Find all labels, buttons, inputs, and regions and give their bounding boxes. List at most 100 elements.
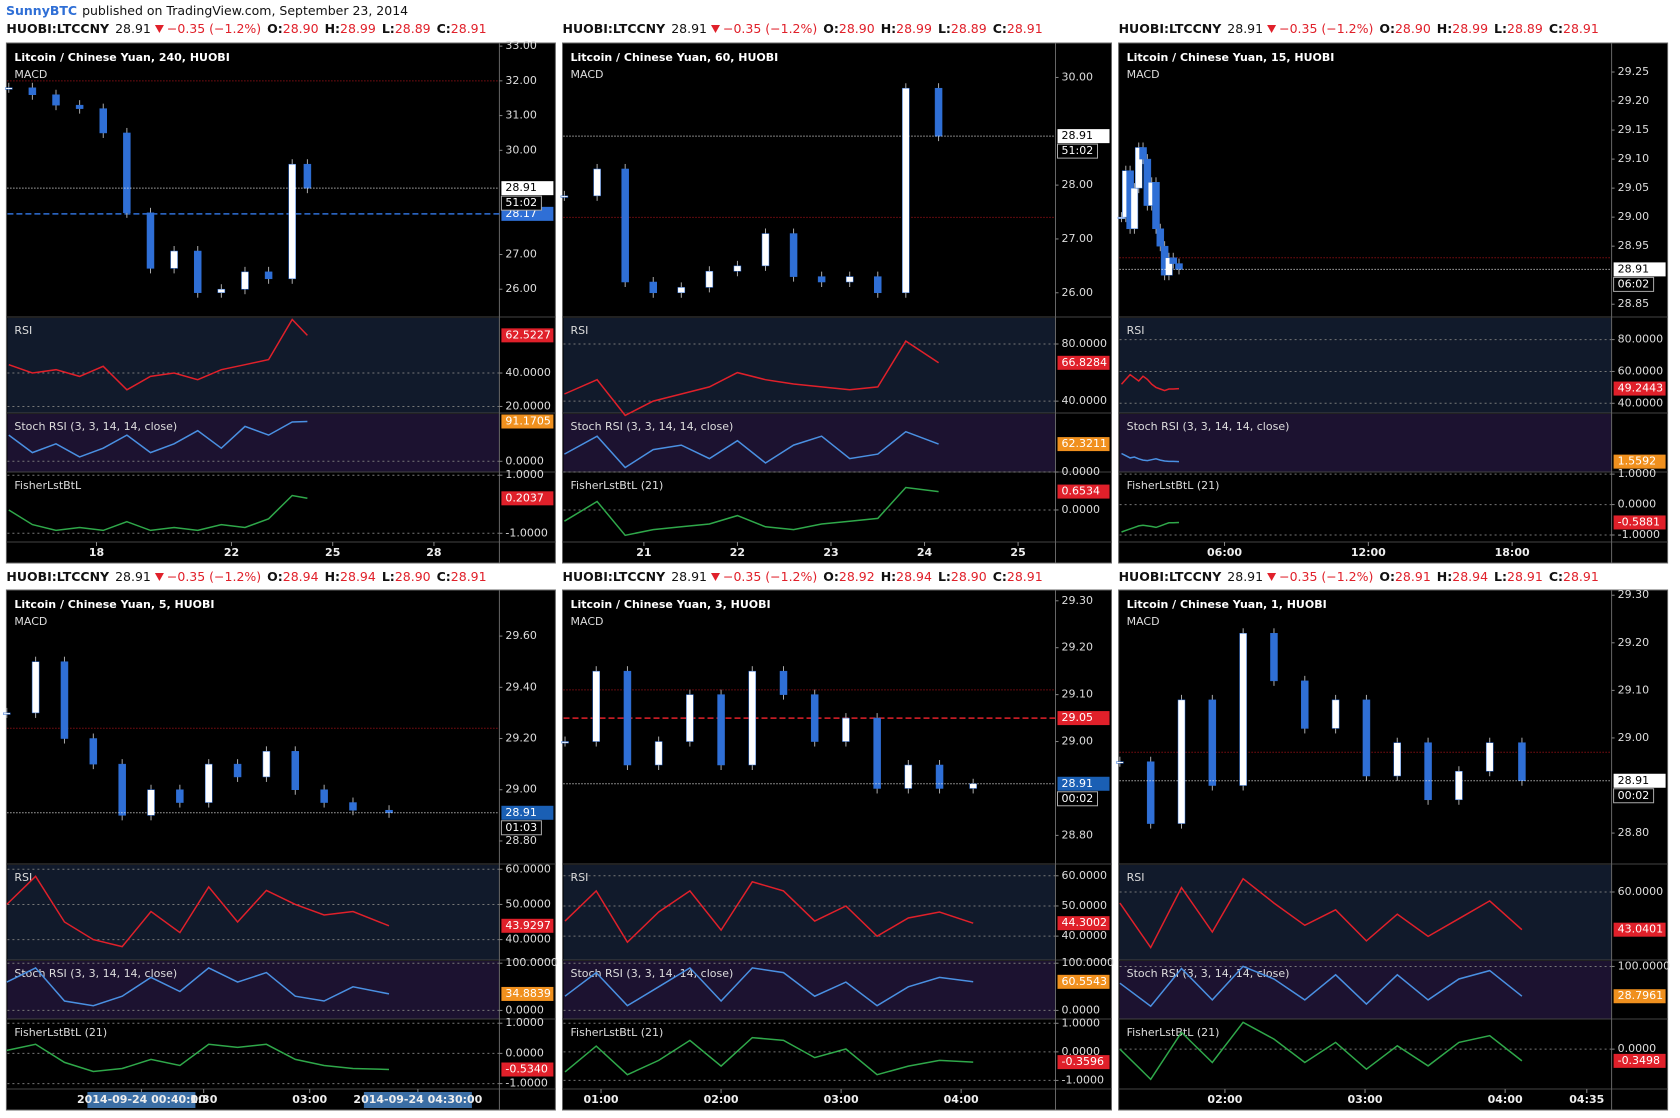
ohlc-value: 28.91: [1007, 569, 1043, 584]
candle: [779, 670, 788, 695]
price-label: 28.91: [1062, 129, 1094, 142]
candle: [193, 250, 202, 293]
ohlc-label: C:: [993, 21, 1007, 36]
x-tick-label: 28: [426, 546, 441, 559]
x-tick-label: 03:00: [292, 1093, 327, 1106]
y-tick-label: 29.60: [505, 629, 537, 642]
fisher-pane: [7, 473, 500, 542]
candle: [75, 104, 84, 109]
y-tick-label: 27.00: [505, 247, 537, 260]
price-label: 28.91: [505, 181, 537, 194]
down-arrow: [154, 25, 164, 33]
rsi-value-box: [1613, 922, 1666, 937]
x-tick-label: 02:00: [1207, 1093, 1242, 1106]
y-tick-label: 60.0000: [1618, 364, 1664, 377]
candle: [934, 87, 943, 137]
rsi-value: 62.5227: [505, 328, 551, 341]
ohlc-value: 28.89: [395, 21, 431, 36]
rsi-value-box: [1613, 381, 1666, 396]
y-tick-label: 0.0000: [1062, 503, 1101, 516]
y-tick-label: 50.0000: [1062, 899, 1108, 912]
x-tick-label: 03:00: [824, 1093, 859, 1106]
candle: [873, 717, 881, 789]
candle: [320, 789, 328, 803]
countdown-box: [1613, 276, 1655, 292]
stoch-value-box: [1613, 989, 1666, 1004]
change: −0.35 (−1.2%): [167, 569, 261, 584]
candle: [1518, 742, 1526, 782]
candle: [748, 670, 757, 766]
ohlc-value: 28.91: [451, 569, 487, 584]
x-tick-label: 18: [89, 546, 104, 559]
stoch-line: [1121, 452, 1180, 463]
fisher-value: -0.3596: [1062, 1055, 1104, 1068]
ohlc-label: C:: [437, 569, 451, 584]
y-tick-label: 1.0000: [1618, 467, 1657, 480]
candle: [717, 694, 725, 766]
down-arrow: [154, 573, 164, 581]
ohlc-value: 28.99: [896, 21, 932, 36]
y-tick-label: -1.0000: [505, 1077, 547, 1090]
panel-header-values: −0.35 (−1.2%) O:28.90 H:28.99 L:28.89 C:28.9…: [1279, 21, 1599, 36]
x-tick-label: 25: [1010, 546, 1025, 559]
ohlc-label: O:: [267, 569, 283, 584]
candle: [28, 87, 37, 95]
price-label-box: [1057, 776, 1110, 791]
countdown-box: [1613, 788, 1655, 804]
x-tick-label: 2014-09-24 00:40:00: [77, 1093, 206, 1106]
rsi-label: RSI: [14, 324, 32, 337]
candle: [817, 276, 826, 283]
fisher-line: [564, 486, 939, 537]
y-tick-label: 100.0000: [1062, 956, 1115, 969]
stoch-value-box: [1613, 454, 1666, 469]
price-label-box: [1613, 262, 1666, 277]
price-label-box: [501, 181, 554, 196]
panel-header: HUOBI:LTCCNY 28.91: [1119, 21, 1264, 36]
stoch-value-box: [1057, 437, 1110, 452]
price-pane: [7, 44, 500, 317]
rsi-line: [564, 340, 940, 417]
panel-header-values: −0.35 (−1.2%) O:28.90 H:28.99 L:28.89 C:28.9…: [723, 21, 1043, 36]
change: −0.35 (−1.2%): [723, 21, 817, 36]
candle: [789, 233, 798, 277]
ohlc-value: 28.89: [1507, 21, 1543, 36]
candle: [241, 271, 249, 290]
candle: [1146, 761, 1155, 824]
y-tick-label: -1.0000: [1618, 528, 1660, 541]
panel-header: HUOBI:LTCCNY 28.91: [1119, 569, 1264, 584]
rsi-pane: [563, 865, 1056, 960]
price-pane: [7, 591, 500, 864]
y-tick-label: 28.80: [505, 834, 537, 847]
y-tick-label: 28.95: [1618, 239, 1650, 252]
ohlc-value: 28.90: [395, 569, 431, 584]
candle: [1116, 761, 1124, 764]
last-price: 28.91: [115, 569, 151, 584]
x-tick-label: 01:00: [584, 1093, 619, 1106]
y-tick-label: 29.00: [1618, 210, 1650, 223]
stoch-value: 28.7961: [1618, 989, 1664, 1002]
countdown: 51:02: [1062, 144, 1094, 157]
ohlc-value: 28.94: [1452, 569, 1488, 584]
fisher-value-box: [1057, 1055, 1110, 1070]
fisher-value: 0.6534: [1062, 485, 1101, 498]
ohlc-value: 28.90: [1395, 21, 1431, 36]
candle: [1165, 257, 1173, 276]
candle: [649, 281, 657, 294]
last-price: 28.91: [1227, 21, 1263, 36]
ohlc-label: L:: [938, 569, 951, 584]
rsi-pane: [1119, 318, 1612, 413]
candle: [845, 276, 854, 283]
ohlc-label: H:: [881, 21, 896, 36]
publish-line: SunnyBTC published on TradingView.com, Se…: [6, 3, 408, 18]
y-tick-label: 40.0000: [1062, 929, 1108, 942]
rsi-line: [1120, 373, 1180, 392]
y-tick-label: 29.20: [505, 732, 537, 745]
fisher-line: [1121, 521, 1180, 533]
candle: [303, 163, 312, 189]
ohlc-value: 28.91: [1563, 21, 1599, 36]
stoch-pane: [1119, 414, 1612, 472]
candle: [705, 270, 714, 288]
candle: [592, 670, 600, 742]
candle: [561, 741, 569, 744]
